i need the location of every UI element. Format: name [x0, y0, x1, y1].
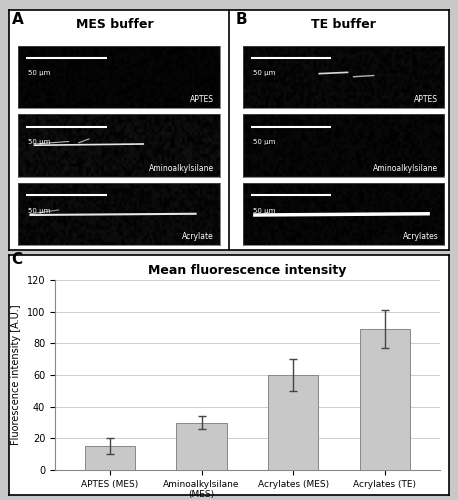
Bar	[268, 375, 318, 470]
Text: B: B	[236, 12, 247, 28]
Text: 50 μm: 50 μm	[253, 139, 275, 145]
Text: Aminoalkylsilane: Aminoalkylsilane	[373, 164, 438, 173]
Text: APTES: APTES	[414, 95, 438, 104]
Text: APTES: APTES	[190, 95, 214, 104]
Text: Acrylate: Acrylate	[182, 232, 214, 241]
Text: 50 μm: 50 μm	[28, 139, 51, 145]
Text: MES buffer: MES buffer	[76, 18, 153, 30]
Text: TE buffer: TE buffer	[311, 18, 376, 30]
Bar	[85, 446, 135, 470]
Text: 50 μm: 50 μm	[28, 70, 51, 76]
Bar	[360, 329, 410, 470]
Y-axis label: Fluorescence intensity [A.U.]: Fluorescence intensity [A.U.]	[11, 304, 21, 446]
Text: A: A	[11, 12, 23, 28]
Text: 50 μm: 50 μm	[253, 208, 275, 214]
Text: 50 μm: 50 μm	[253, 70, 275, 76]
Text: Acrylates: Acrylates	[403, 232, 438, 241]
Text: C: C	[11, 252, 22, 268]
Title: Mean fluorescence intensity: Mean fluorescence intensity	[148, 264, 347, 278]
Bar	[176, 422, 227, 470]
Text: 50 μm: 50 μm	[28, 208, 51, 214]
Text: Aminoalkylsilane: Aminoalkylsilane	[149, 164, 214, 173]
